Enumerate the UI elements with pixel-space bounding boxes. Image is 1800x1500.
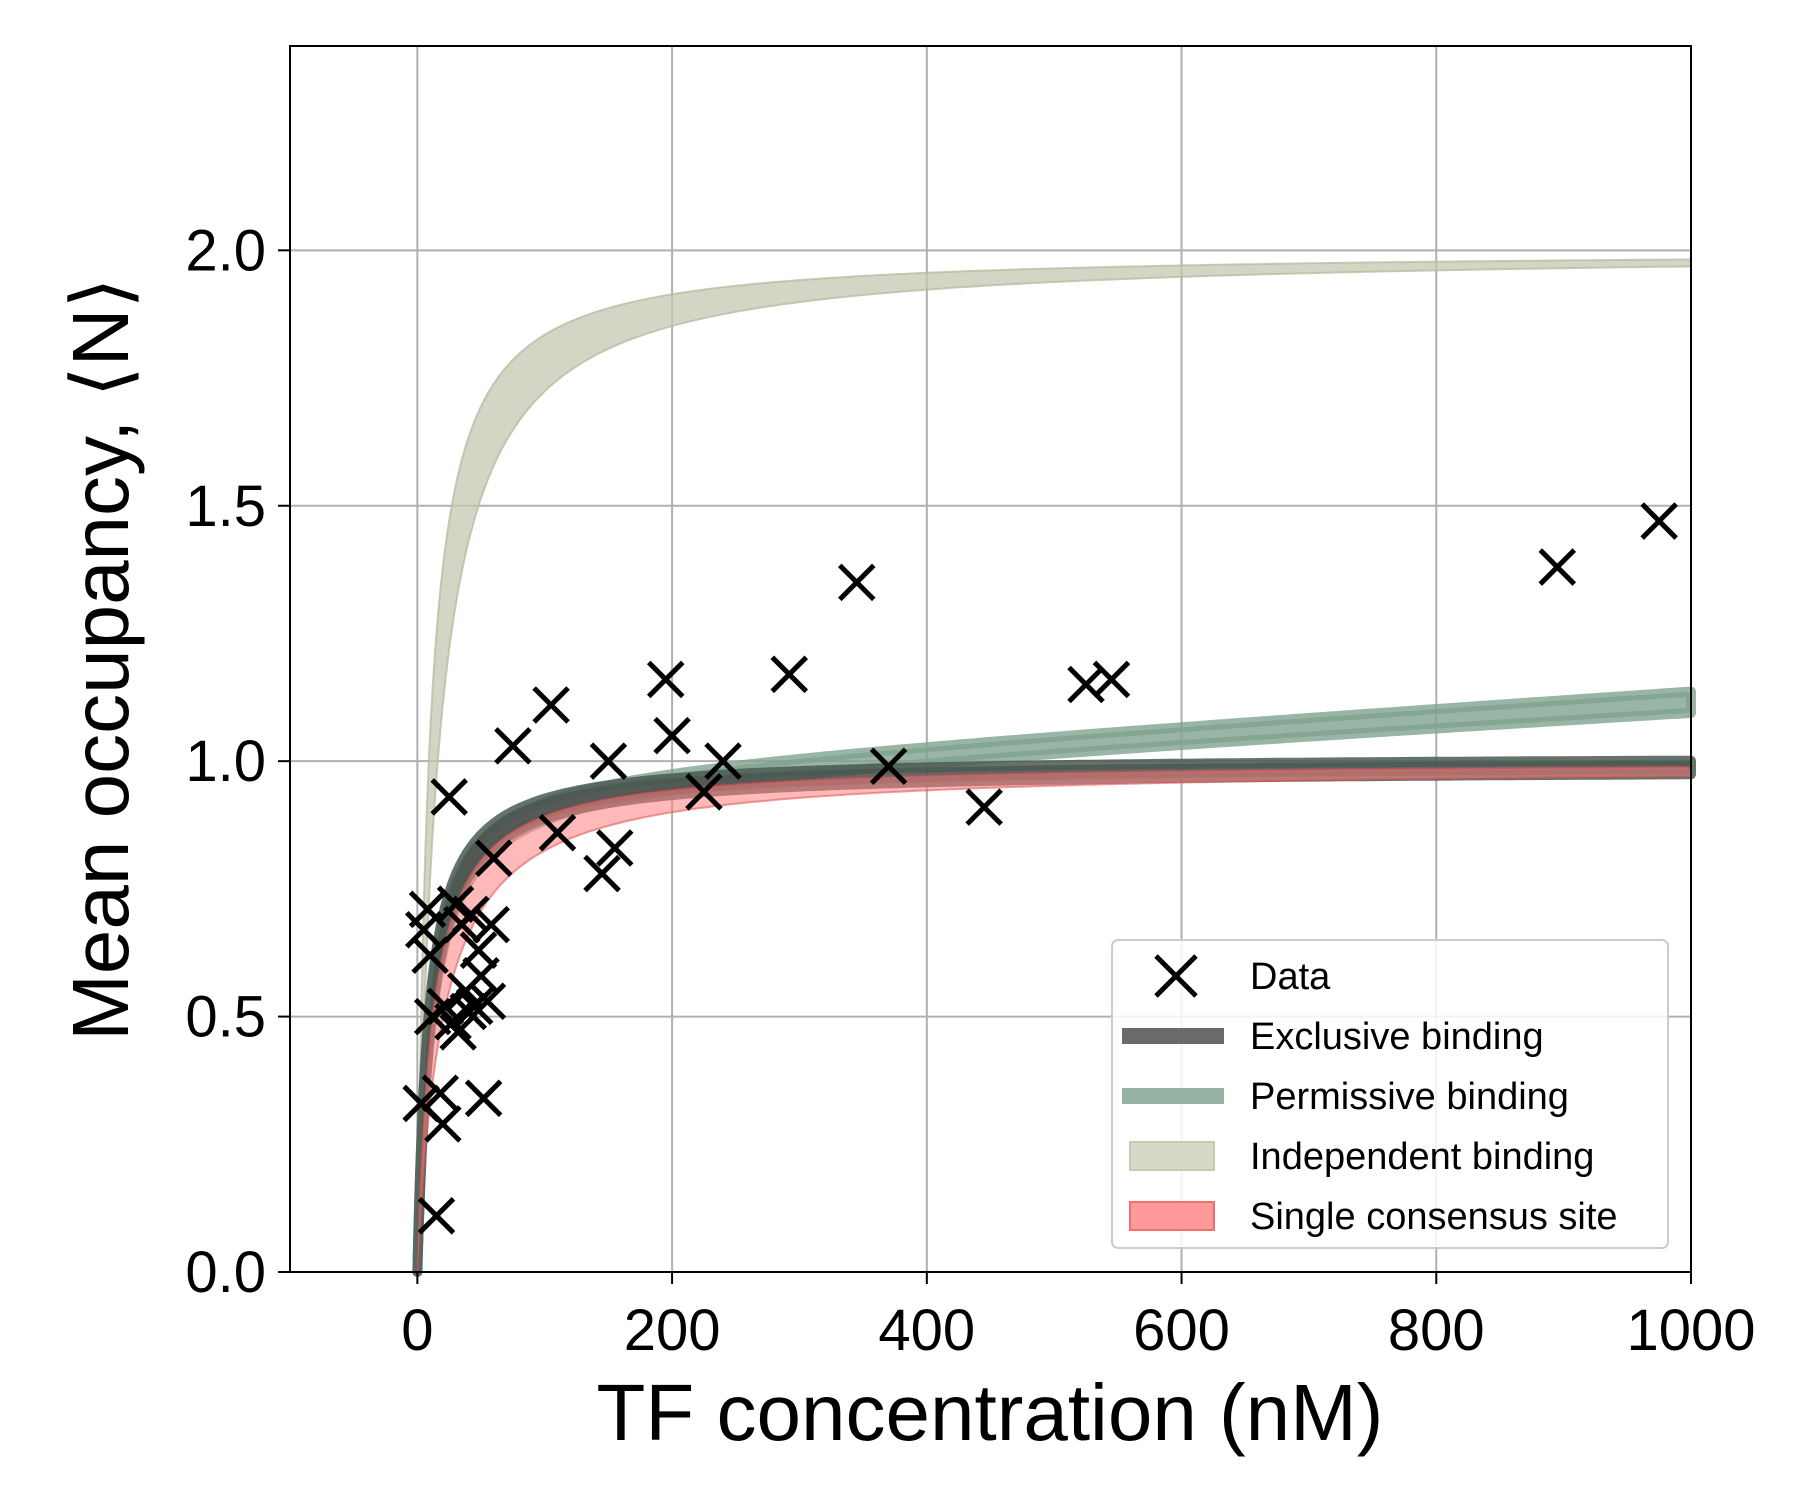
data-point: [532, 686, 570, 724]
y-tick-label: 0.0: [185, 1240, 266, 1305]
data-point-stroke: [424, 1105, 462, 1143]
data-point-stroke: [1092, 660, 1131, 699]
data-point-stroke: [455, 987, 494, 1026]
data-point: [583, 854, 621, 893]
data-point-stroke: [464, 1079, 503, 1118]
y-tick-label: 1.0: [185, 729, 266, 794]
data-point-stroke: [426, 987, 465, 1026]
data-point-stroke: [1067, 665, 1105, 704]
data-point: [417, 1197, 456, 1235]
legend-label: Independent binding: [1250, 1136, 1594, 1178]
data-point-stroke: [468, 982, 507, 1021]
data-point: [770, 655, 809, 694]
data-point-stroke: [408, 890, 447, 929]
axis-ticks: 0 200 400 600 800 1000 0.0 0.5 1.0 1.5 2.0: [185, 218, 1755, 1363]
data-point-stroke: [583, 854, 621, 893]
data-point: [646, 660, 685, 699]
data-point-stroke: [1538, 548, 1577, 586]
data-point: [494, 727, 532, 765]
data-point: [411, 936, 449, 975]
legend-label: Data: [1250, 956, 1331, 998]
data-point-stroke: [421, 1074, 460, 1112]
grid-lines: [290, 46, 1692, 1273]
plot-frame: [289, 45, 1692, 1273]
legend-patch-icon: [1129, 1141, 1215, 1171]
data-point: [472, 905, 511, 944]
x-tick-label: 1000: [1626, 1298, 1755, 1363]
data-point: [1538, 548, 1577, 586]
data-point-stroke: [472, 905, 511, 944]
x-tick-label: 600: [1133, 1298, 1230, 1363]
data-point: [439, 1013, 477, 1051]
legend-label: Exclusive binding: [1250, 1016, 1544, 1058]
data-point-stroke: [869, 747, 908, 786]
y-tick-label: 2.0: [185, 218, 266, 283]
data-point-stroke: [589, 742, 628, 780]
legend-entry: Exclusive binding: [1122, 1016, 1544, 1058]
data-point: [589, 742, 628, 780]
x-axis-label: TF concentration (nM): [597, 1368, 1384, 1457]
data-point: [421, 1074, 460, 1112]
data-point-stroke: [439, 1013, 477, 1051]
data-markers: [402, 502, 1678, 1235]
data-point-stroke: [538, 813, 577, 852]
legend-label: Single consensus site: [1250, 1196, 1618, 1238]
data-point-stroke: [704, 742, 742, 780]
data-point-stroke: [417, 1197, 456, 1235]
legend-entry: Data: [1154, 954, 1331, 998]
data-point: [653, 716, 691, 755]
x-tick-label: 400: [878, 1298, 975, 1363]
data-point-stroke: [452, 895, 490, 934]
data-point-stroke: [653, 716, 691, 755]
legend: Data Exclusive binding Permissive binding I…: [1111, 939, 1669, 1249]
data-point: [538, 813, 577, 852]
data-point-stroke: [1640, 502, 1678, 540]
data-point: [596, 829, 634, 867]
data-point-stroke: [965, 788, 1003, 826]
data-point: [1640, 502, 1678, 540]
legend-entry: Independent binding: [1129, 1136, 1594, 1178]
data-point-stroke: [685, 773, 723, 811]
legend-marker-icon: [1154, 954, 1198, 998]
data-point-stroke: [838, 563, 876, 602]
data-point: [965, 788, 1003, 826]
data-point-stroke: [411, 936, 449, 975]
data-point-stroke: [402, 1084, 440, 1123]
data-point: [455, 987, 494, 1026]
data-point-stroke: [596, 829, 634, 867]
data-point: [1092, 660, 1131, 699]
data-point: [452, 895, 490, 934]
y-axis-label: Mean occupancy, ⟨N⟩: [56, 277, 145, 1041]
legend-entry: Permissive binding: [1122, 1076, 1569, 1118]
legend-patch-icon: [1129, 1201, 1215, 1231]
x-tick-label: 200: [624, 1298, 721, 1363]
legend-label: Permissive binding: [1250, 1076, 1569, 1118]
data-point: [475, 839, 513, 877]
data-point-stroke: [646, 660, 685, 699]
data-point-stroke: [532, 686, 570, 724]
data-point-stroke: [436, 885, 475, 923]
x-tick-label: 0: [401, 1298, 433, 1363]
y-tick-label: 1.5: [185, 474, 266, 539]
legend-frame: [1111, 939, 1669, 1249]
data-point-stroke: [430, 778, 468, 816]
data-point: [685, 773, 723, 811]
data-point: [424, 1105, 462, 1143]
data-point: [468, 982, 507, 1021]
data-point-stroke: [770, 655, 809, 694]
y-tick-label: 0.5: [185, 985, 266, 1050]
data-point: [430, 778, 468, 816]
x-tick-label: 800: [1388, 1298, 1485, 1363]
data-point: [704, 742, 742, 780]
data-point: [869, 747, 908, 786]
legend-entry: Single consensus site: [1129, 1196, 1618, 1238]
data-point: [464, 1079, 503, 1118]
data-point: [838, 563, 876, 602]
data-point-stroke: [475, 839, 513, 877]
data-point-stroke: [494, 727, 532, 765]
